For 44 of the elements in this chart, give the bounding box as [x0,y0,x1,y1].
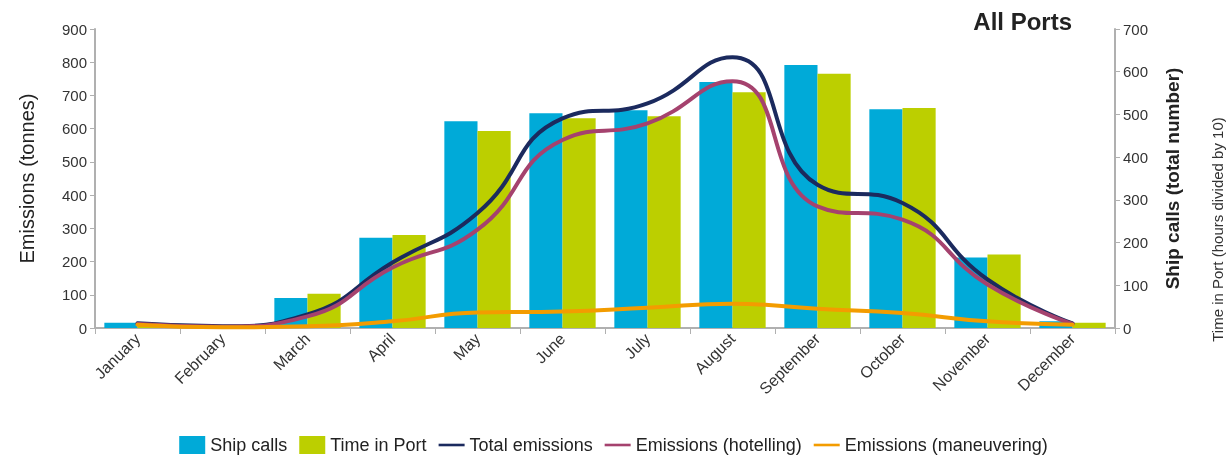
legend-label: Ship calls [210,435,288,455]
y-tick-label: 600 [61,120,87,138]
bar [784,64,818,328]
bar [444,121,478,328]
y-tick-label: 700 [61,86,87,104]
y2-axis-title: Ship calls (total number) [1162,67,1183,290]
y-tick-label: 500 [61,153,87,171]
bar [647,116,681,328]
bar [869,109,903,328]
y2-tick-label: 700 [1123,20,1149,38]
line-series [135,301,1075,330]
bar [732,92,766,328]
bar [817,73,851,328]
y-tick-label: 200 [61,253,87,271]
x-tick-label: May [450,329,484,364]
bar [529,113,563,328]
y2-tick-label: 400 [1123,148,1149,166]
bar [1072,322,1106,328]
y-tick-label: 900 [61,20,87,38]
legend-label: Time in Port [330,435,427,455]
chart-title: All Ports [973,7,1072,35]
y-tick-label: 100 [61,286,87,304]
x-tick-label: July [621,329,654,363]
y2-tick-label: 200 [1123,234,1149,252]
bar [477,131,511,328]
y2-tick-label: 600 [1123,63,1149,81]
y2-tick-label: 0 [1123,319,1132,337]
y2-tick-label: 100 [1123,276,1149,294]
legend-label: Total emissions [469,435,593,455]
bar [902,108,936,328]
y-tick-label: 300 [61,219,87,237]
bar [562,118,596,328]
bar [699,81,733,328]
text: Time in Port (hours divided by 10) [1209,117,1226,342]
y-tick-label: 400 [61,186,87,204]
y2-tick-label: 500 [1123,105,1149,123]
legend-label: Emissions (hotelling) [635,435,802,455]
bar [614,110,648,328]
y-tick-label: 800 [61,53,87,71]
bar [104,322,138,328]
y-tick-label: 0 [78,319,87,337]
legend-label: Emissions (maneuvering) [844,435,1048,455]
y2-tick-label: 300 [1123,191,1149,209]
y-axis-title: Emissions (tonnes) [16,93,38,264]
